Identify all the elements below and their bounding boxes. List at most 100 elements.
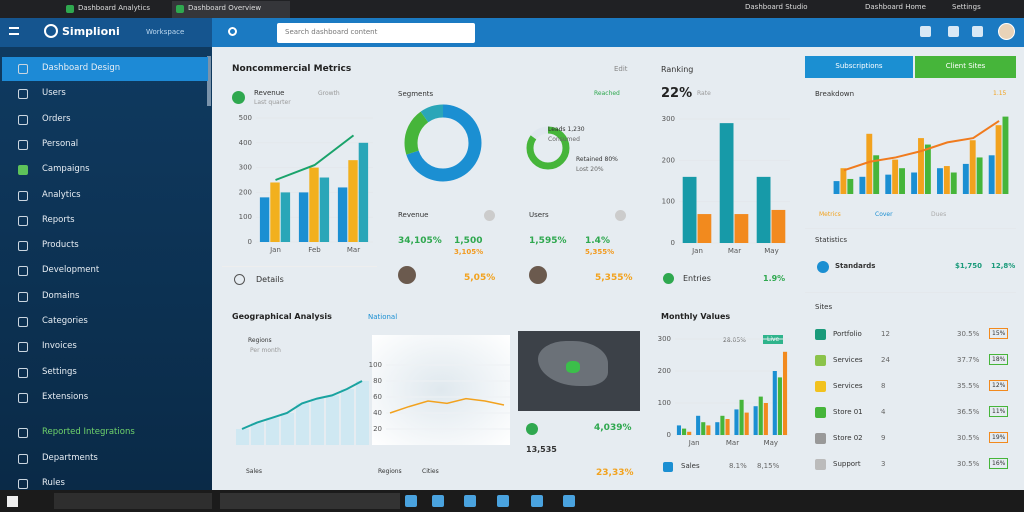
sidebar-icon <box>18 342 28 353</box>
sidebar-item[interactable]: Development <box>2 259 208 283</box>
footer-label: Entries <box>683 274 711 283</box>
footer-label[interactable]: Details <box>256 275 284 284</box>
map[interactable] <box>518 331 640 411</box>
bar <box>696 415 701 435</box>
panel: Noncommercial Metrics Edit <box>222 57 640 83</box>
sidebar-item[interactable]: Users <box>2 82 208 106</box>
sidebar-item[interactable]: Reports <box>2 209 208 233</box>
avatar[interactable] <box>998 23 1015 40</box>
footer-label: Regions <box>378 468 402 475</box>
sidebar-item[interactable]: Reported Integrations <box>2 421 208 445</box>
y-tick-label: 200 <box>658 367 671 375</box>
panel-title: Revenue <box>254 89 285 97</box>
legend-label: Reached <box>594 90 620 97</box>
taskbar-search[interactable] <box>54 493 212 509</box>
browser-extra[interactable]: Dashboard Studio <box>745 3 808 11</box>
panel-title: Breakdown <box>815 90 855 98</box>
site-name[interactable]: Store 01 <box>833 408 863 416</box>
bar <box>976 157 983 194</box>
y-tick-label: 100 <box>662 198 675 206</box>
header-icon[interactable] <box>948 26 959 37</box>
taskbar-icon[interactable] <box>432 495 444 507</box>
browser-tab[interactable]: Dashboard Analytics <box>62 1 172 18</box>
bar <box>319 177 330 242</box>
x-tick-label: Jan <box>688 439 700 447</box>
sidebar-item[interactable]: Personal <box>2 133 208 157</box>
site-name[interactable]: Portfolio <box>833 330 862 338</box>
footer-label: Sales <box>681 462 700 470</box>
sidebar-item[interactable]: Invoices <box>2 335 208 359</box>
section-link[interactable]: National <box>368 313 398 321</box>
panel: Monthly Values28.05%Live0100200300JanMar… <box>651 305 794 485</box>
tab[interactable]: Subscriptions <box>805 56 913 78</box>
chart <box>404 104 570 182</box>
browser-extra[interactable]: Dashboard Home <box>865 3 926 11</box>
sidebar-item[interactable]: Dashboard Design <box>2 57 208 81</box>
sidebar-icon <box>18 64 28 74</box>
site-name[interactable]: Services <box>833 382 863 390</box>
trend-line <box>843 120 1000 172</box>
stat-pct: 12,8% <box>991 262 1016 270</box>
bar <box>687 431 692 435</box>
search-icon[interactable] <box>228 27 237 36</box>
bar <box>725 419 730 435</box>
sidebar-item[interactable]: Campaigns <box>2 158 208 182</box>
browser-extra[interactable]: Settings <box>952 3 981 11</box>
taskbar-app[interactable] <box>220 493 400 509</box>
bar <box>859 176 866 194</box>
site-icon <box>815 329 826 340</box>
search-box[interactable]: Search dashboard content <box>277 23 475 43</box>
bar <box>358 142 369 242</box>
site-icon <box>815 381 826 392</box>
bar <box>348 160 358 242</box>
y-tick-label: 20 <box>373 425 382 433</box>
sidebar-item[interactable]: Orders <box>2 108 208 132</box>
sidebar-item[interactable]: Rules <box>2 472 208 496</box>
header-icon[interactable] <box>972 26 983 37</box>
bar <box>772 371 777 435</box>
sidebar-item[interactable]: Departments <box>2 447 208 471</box>
divider <box>805 228 1016 229</box>
site-name[interactable]: Services <box>833 356 863 364</box>
taskbar-icon[interactable] <box>563 495 575 507</box>
panel: Revenue Growth Last quarter 0 100 200 300 400 50… <box>222 84 377 297</box>
panel-icon[interactable] <box>615 210 626 221</box>
header-icon[interactable] <box>920 26 931 37</box>
site-count: 12 <box>881 330 890 338</box>
sidebar-item[interactable]: Analytics <box>2 184 208 208</box>
taskbar-icon[interactable] <box>405 495 417 507</box>
panel-icon[interactable] <box>484 210 495 221</box>
taskbar-icon[interactable] <box>531 495 543 507</box>
y-tick-label: 100 <box>239 213 252 221</box>
sidebar-icon <box>18 215 28 226</box>
start[interactable] <box>7 496 18 507</box>
site-name[interactable]: Support <box>833 460 861 468</box>
sidebar-item[interactable]: Domains <box>2 285 208 309</box>
taskbar-icon[interactable] <box>464 495 476 507</box>
sidebar-item[interactable]: Products <box>2 234 208 258</box>
site-badge: 16% <box>989 458 1009 469</box>
browser-tab[interactable]: Dashboard Overview <box>172 1 290 18</box>
sidebar-icon <box>18 392 28 403</box>
taskbar-icon[interactable] <box>497 495 509 507</box>
site-name[interactable]: Store 02 <box>833 434 863 442</box>
tab[interactable]: Client Sites <box>915 56 1016 78</box>
tab-icon <box>66 5 74 13</box>
sidebar-item[interactable]: Extensions <box>2 386 208 410</box>
big-label: Rate <box>697 90 711 97</box>
footer-icon <box>234 274 245 285</box>
menu-icon[interactable] <box>9 27 19 35</box>
trend-line <box>389 397 505 414</box>
section-action[interactable]: Edit <box>614 65 628 73</box>
sidebar-item[interactable]: Categories <box>2 310 208 334</box>
section-title: Noncommercial Metrics <box>232 64 352 74</box>
bar <box>899 168 905 194</box>
y-tick-label: 0 <box>671 239 675 247</box>
workspace[interactable]: Workspace <box>146 28 185 36</box>
stat-b: 1.4% <box>585 236 610 246</box>
sidebar-item[interactable]: Settings <box>2 361 208 385</box>
stat-c: 5,355% <box>585 248 615 256</box>
footer-icon <box>663 273 674 284</box>
site-count: 9 <box>881 434 886 442</box>
bar <box>885 174 892 194</box>
